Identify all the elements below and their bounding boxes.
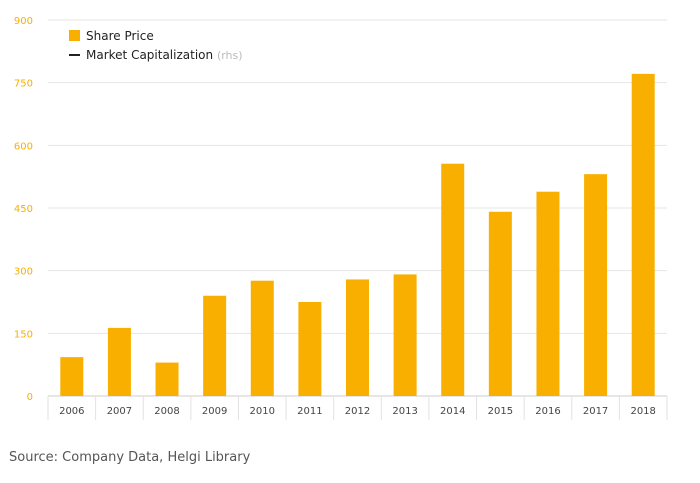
bar-2011	[298, 302, 322, 396]
x-tick-label: 2015	[488, 406, 513, 417]
x-tick-label: 2014	[440, 406, 465, 417]
bar-2016	[536, 191, 560, 396]
y-tick-label: 0	[27, 392, 33, 403]
y-tick-label: 150	[14, 329, 33, 340]
legend-swatch-share-price	[69, 30, 80, 41]
bar-2009	[203, 295, 227, 396]
y-tick-label: 450	[14, 204, 33, 215]
legend-label-share-price: Share Price	[86, 29, 154, 43]
x-tick-label: 2013	[392, 406, 417, 417]
x-tick-label: 2010	[250, 406, 275, 417]
x-tick-label: 2012	[345, 406, 370, 417]
bar-2010	[250, 280, 274, 396]
bar-2008	[155, 362, 179, 396]
bar-2006	[60, 357, 84, 396]
bar-2012	[346, 279, 369, 396]
x-tick-label: 2016	[535, 406, 560, 417]
x-tick-label: 2018	[630, 406, 655, 417]
bar-2015	[488, 211, 512, 396]
bar-2013	[393, 274, 417, 396]
y-tick-label: 600	[14, 141, 33, 152]
bar-2007	[107, 327, 131, 396]
x-tick-label: 2008	[154, 406, 179, 417]
x-tick-label: 2007	[107, 406, 132, 417]
legend-label-market-cap: Market Capitalization (rhs)	[86, 48, 243, 62]
x-tick-label: 2006	[59, 406, 84, 417]
y-tick-label: 750	[14, 79, 33, 90]
y-tick-label: 900	[14, 16, 33, 27]
bar-2014	[441, 163, 465, 396]
x-tick-label: 2011	[297, 406, 322, 417]
bar-2017	[584, 174, 608, 396]
source-note: Source: Company Data, Helgi Library	[9, 450, 251, 465]
y-tick-label: 300	[14, 267, 33, 278]
x-tick-label: 2009	[202, 406, 227, 417]
x-tick-label: 2017	[583, 406, 608, 417]
bar-2018	[631, 73, 655, 396]
bar-chart: 0 150 300 450 600 750 900 2006 2007 2008 2009 2010 2…	[14, 16, 668, 420]
legend-rhs-note: (rhs)	[217, 49, 243, 62]
